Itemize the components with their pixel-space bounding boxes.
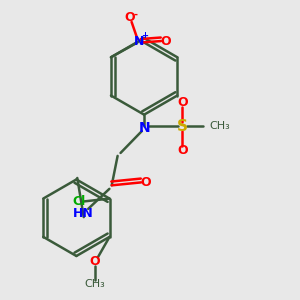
Text: +: + [141,31,148,40]
Text: O: O [125,11,135,24]
Text: O: O [177,143,188,157]
Text: O: O [140,176,151,189]
Text: O: O [89,255,100,268]
Text: -: - [134,10,138,20]
Text: N: N [134,34,144,48]
Text: HN: HN [74,207,94,220]
Text: CH₃: CH₃ [209,122,230,131]
Text: O: O [160,34,171,48]
Text: N: N [138,121,150,135]
Text: Cl: Cl [72,195,85,208]
Text: O: O [177,96,188,110]
Text: S: S [177,119,188,134]
Text: CH₃: CH₃ [84,279,105,289]
